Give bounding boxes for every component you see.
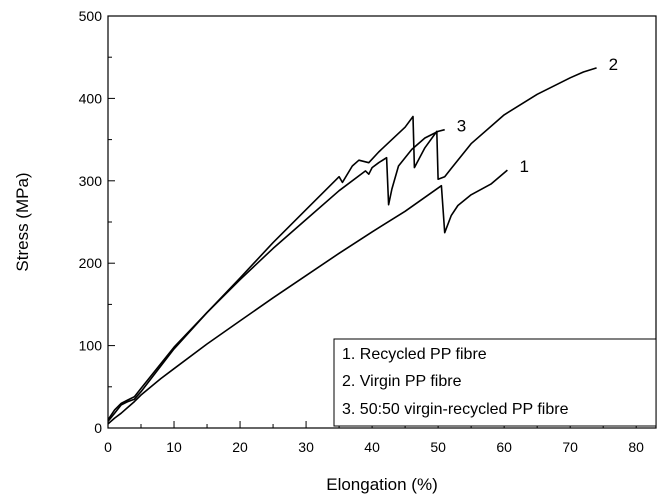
x-tick-label: 50 — [430, 439, 446, 455]
x-tick-label: 10 — [166, 439, 182, 455]
x-tick-label: 40 — [364, 439, 380, 455]
y-axis-ticks: 0 100 200 300 400 500 — [79, 8, 115, 436]
legend-box — [333, 338, 657, 427]
legend-entry-recycled: 1. Recycled PP fibre — [342, 346, 487, 363]
y-tick-label: 400 — [79, 90, 103, 106]
y-tick-label: 200 — [79, 255, 103, 271]
series-end-label-3: 3 — [457, 117, 466, 136]
x-tick-label: 0 — [104, 439, 112, 455]
y-tick-label: 300 — [79, 173, 103, 189]
x-tick-label: 80 — [628, 439, 644, 455]
series-line-1 — [107, 169, 508, 425]
series-end-label-1: 1 — [519, 157, 528, 176]
x-axis-label: Elongation (%) — [326, 475, 438, 494]
series-line-2 — [107, 67, 597, 422]
series-end-labels: 1 2 3 — [457, 55, 618, 176]
series-line-3 — [107, 128, 445, 421]
y-axis-label: Stress (MPa) — [13, 172, 32, 271]
x-tick-label: 20 — [232, 439, 248, 455]
legend: 1. Recycled PP fibre 2. Virgin PP fibre … — [333, 338, 657, 427]
y-tick-label: 100 — [79, 338, 103, 354]
x-tick-label: 60 — [496, 439, 512, 455]
y-tick-label: 0 — [94, 420, 102, 436]
x-tick-label: 70 — [562, 439, 578, 455]
legend-entry-blend: 3. 50:50 virgin-recycled PP fibre — [342, 401, 569, 418]
x-axis-ticks: 0 10 20 30 40 50 60 70 80 — [104, 421, 644, 455]
y-tick-label: 500 — [79, 8, 103, 24]
legend-entry-virgin: 2. Virgin PP fibre — [342, 373, 462, 390]
x-tick-label: 30 — [298, 439, 314, 455]
series-end-label-2: 2 — [609, 55, 618, 74]
curves-layer — [107, 67, 597, 425]
